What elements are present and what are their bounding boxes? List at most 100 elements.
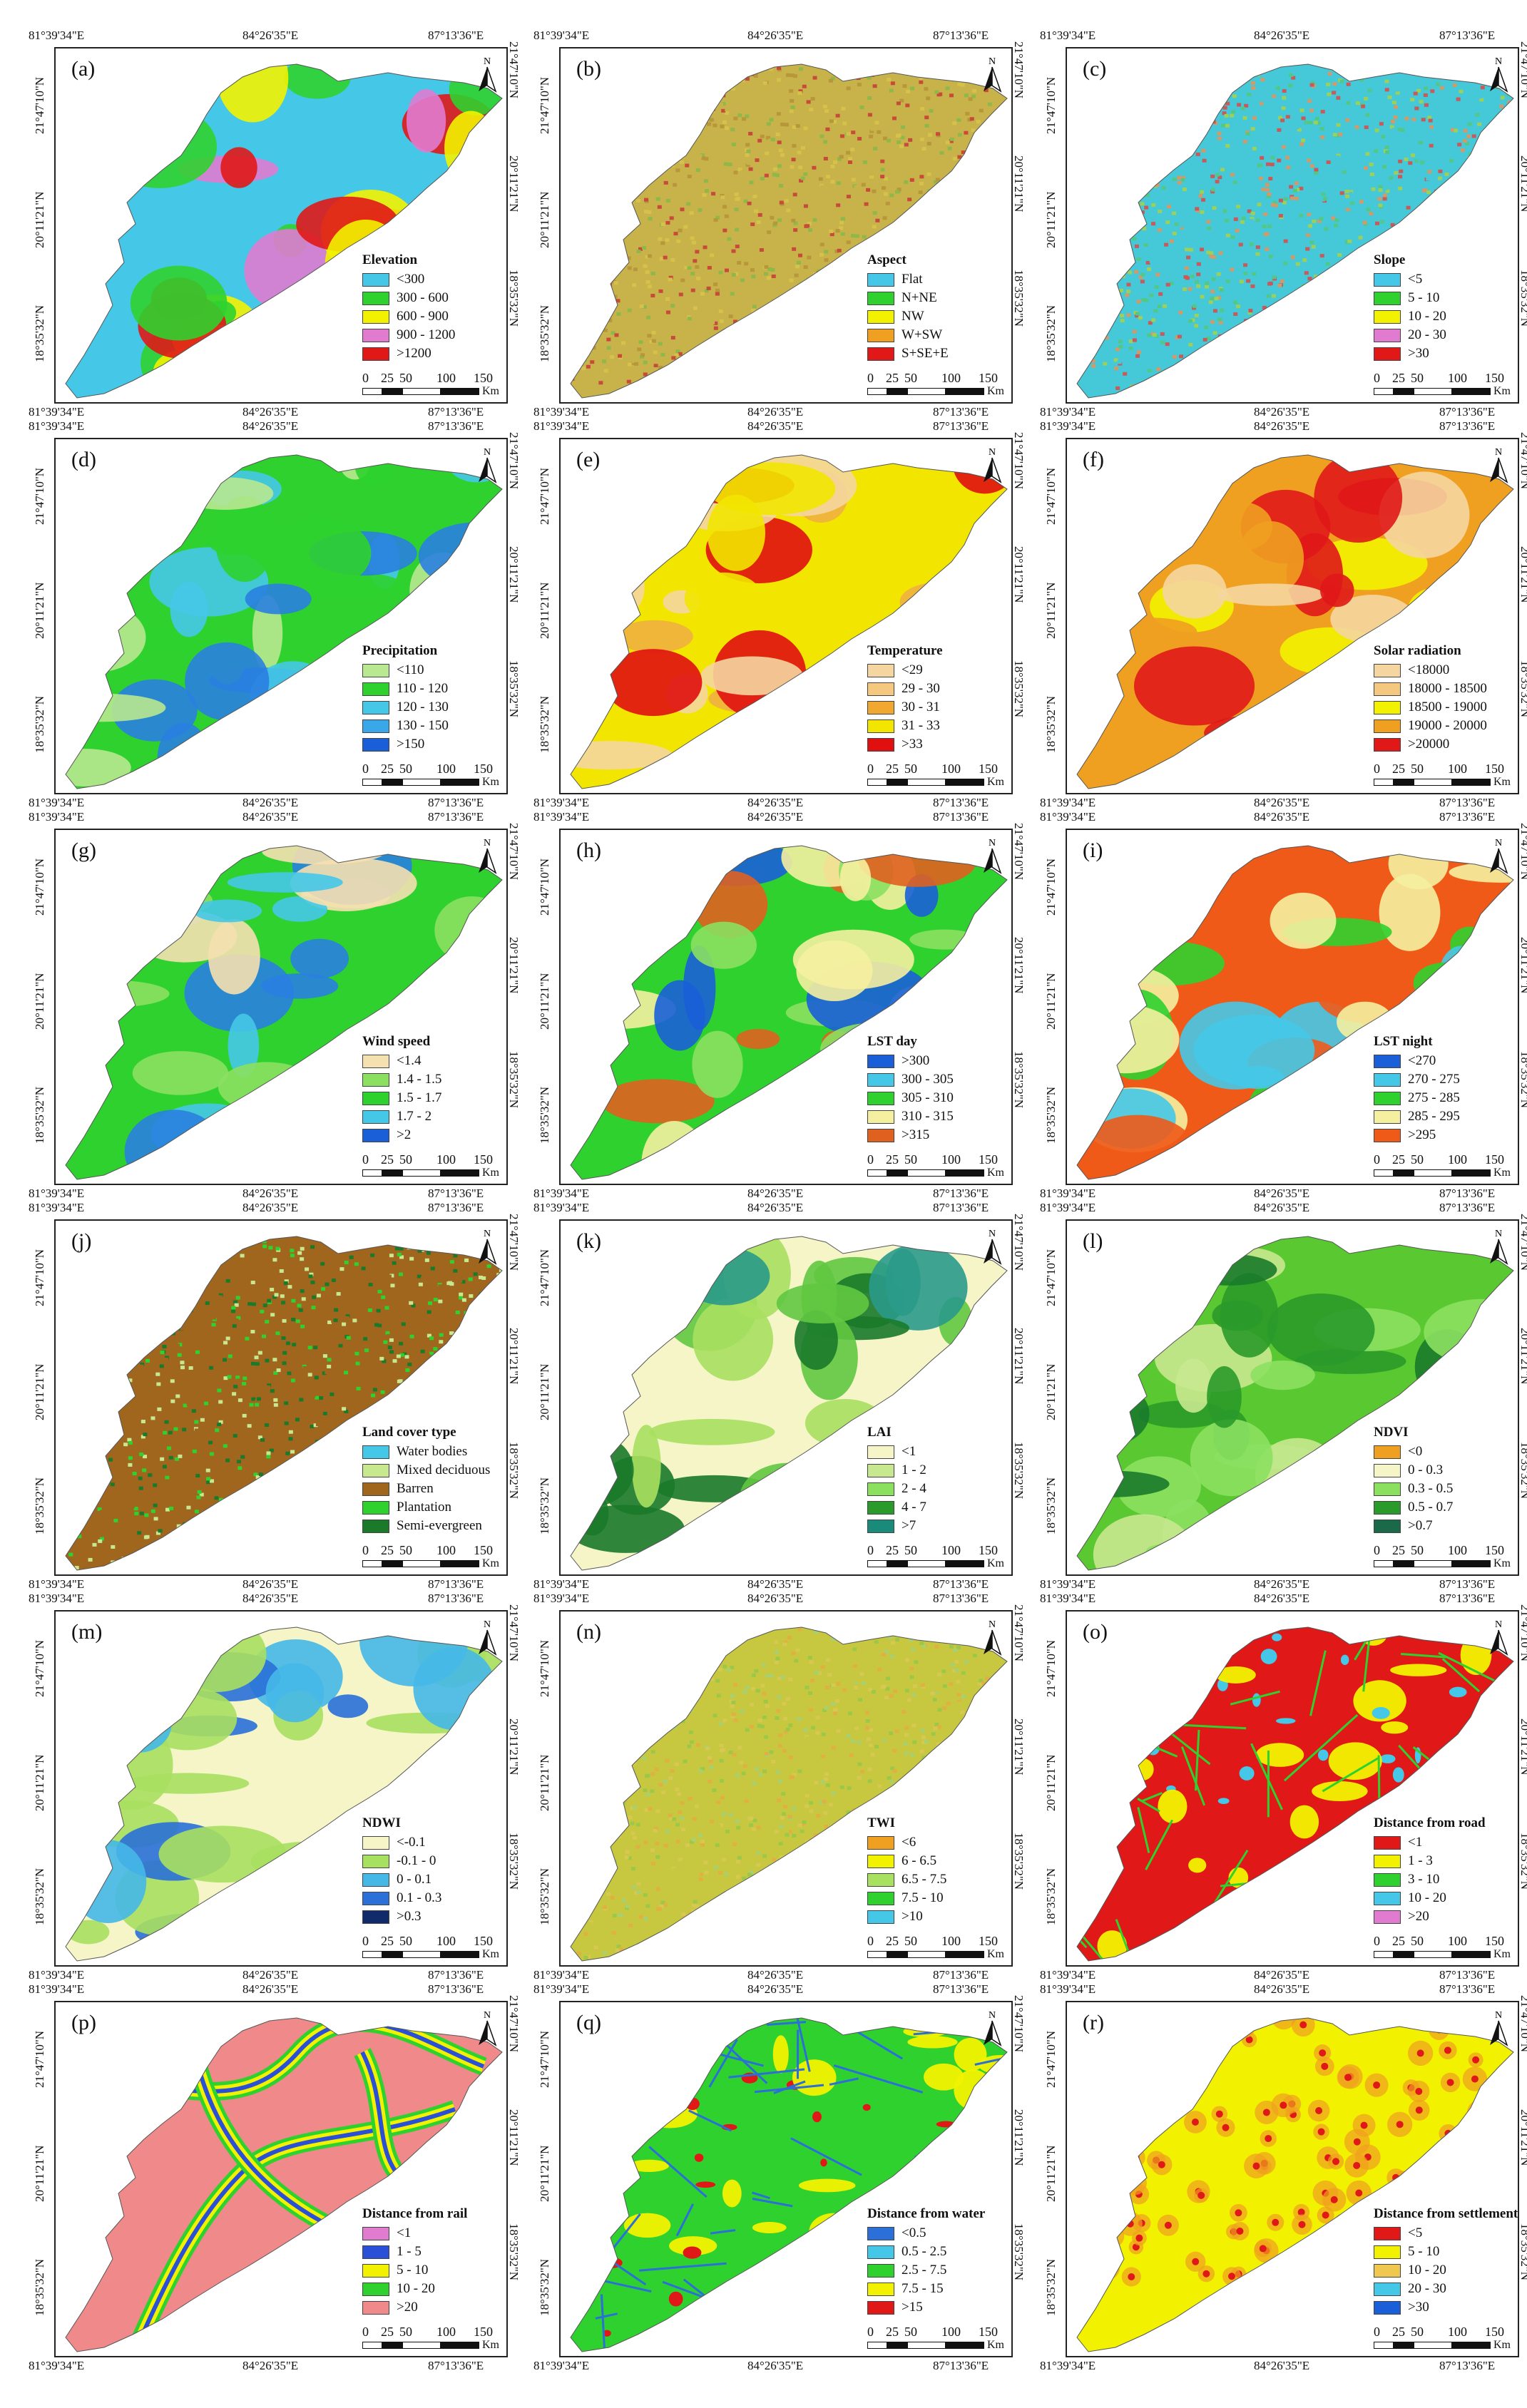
longitude-tick-label: 87°13'36"E <box>1439 405 1496 419</box>
legend-swatch <box>362 1891 389 1905</box>
scale-label: 100 <box>941 2325 961 2339</box>
scale-label: 0 <box>362 1934 369 1948</box>
longitude-tick-label: 81°39'34"E <box>29 1201 85 1214</box>
scale-segment <box>1394 779 1414 786</box>
legend-item: 110 - 120 <box>362 680 505 698</box>
legend-label: 7.5 - 15 <box>902 2281 944 2296</box>
scale-unit: Km <box>987 385 1004 397</box>
scale-segment <box>946 1560 984 1567</box>
legend-label: 1 - 5 <box>397 2244 422 2259</box>
legend-item: <0.5 <box>867 2224 1010 2243</box>
longitude-tick-label: 87°13'36"E <box>933 1201 989 1214</box>
legend-label: >150 <box>397 737 425 752</box>
scale-label: 50 <box>399 1543 412 1557</box>
scale-label: 0 <box>867 2325 874 2339</box>
legend-swatch <box>362 1054 389 1068</box>
latitude-tick-label: 21°47'10"N <box>538 1249 551 1306</box>
longitude-tick-label: 81°39'34"E <box>1040 1577 1096 1591</box>
scale-segment <box>1414 779 1452 786</box>
scale-label: 150 <box>1485 1543 1504 1557</box>
panel-letter: (h) <box>576 839 601 862</box>
scale-segment <box>907 779 946 786</box>
longitude-tick-label: 87°13'36"E <box>1439 1187 1496 1200</box>
legend-label: 110 - 120 <box>397 681 449 696</box>
scale-segment <box>1414 1560 1452 1567</box>
legend-label: 5 - 10 <box>1408 2244 1440 2259</box>
scale-segment <box>867 388 887 395</box>
scale-label: 25 <box>886 1934 899 1948</box>
legend-item: >20000 <box>1374 735 1516 754</box>
legend-label: 5 - 10 <box>1408 290 1440 305</box>
latitude-tick-label: 18°35'32"N <box>1012 1442 1026 1500</box>
legend-swatch <box>362 737 389 752</box>
scale-segment <box>382 1169 402 1177</box>
legend-item: 29 - 30 <box>867 680 1010 698</box>
longitude-tick-label: 87°13'36"E <box>1439 1577 1496 1591</box>
scale-unit: Km <box>482 776 499 788</box>
scale-segment <box>1414 388 1452 395</box>
legend-swatch <box>867 1110 894 1124</box>
legend-item: <6 <box>867 1833 1010 1852</box>
legend-item: 7.5 - 15 <box>867 2280 1010 2298</box>
scale-label: 150 <box>979 1152 998 1167</box>
legend-swatch <box>1374 328 1401 342</box>
latitude-tick-label: 21°47'10"N <box>1044 76 1058 134</box>
scale-label: 50 <box>1411 762 1424 776</box>
longitude-tick-label: 81°39'34"E <box>29 796 85 809</box>
north-label: N <box>484 447 491 458</box>
legend-swatch <box>867 1128 894 1142</box>
scale-label: 25 <box>886 1543 899 1557</box>
map-legend: Aspect Flat N+NE NW W+SW S+SE+E <box>867 252 1010 363</box>
scale-label: 25 <box>381 762 394 776</box>
legend-item: 10 - 20 <box>362 2280 505 2298</box>
latitude-tick-label: 20°11'21"N <box>538 191 551 248</box>
legend-swatch <box>867 1054 894 1068</box>
latitude-tick-label: 21°47'10"N <box>33 2030 46 2088</box>
longitude-tick-label: 81°39'34"E <box>533 1592 590 1605</box>
longitude-tick-label: 87°13'36"E <box>933 405 989 419</box>
longitude-tick-label: 84°26'35"E <box>242 2359 299 2372</box>
legend-label: <6 <box>902 1835 916 1850</box>
legend-swatch <box>867 1091 894 1105</box>
map-panel: 81°39'34"E 84°26'35"E 87°13'36"E 81°39'34"E… <box>1040 1981 1527 2372</box>
legend-title: Land cover type <box>362 1425 456 1440</box>
legend-item: 7.5 - 10 <box>867 1889 1010 1907</box>
longitude-tick-label: 81°39'34"E <box>533 419 590 433</box>
legend-label: 18500 - 19000 <box>1408 700 1487 714</box>
map-frame: (f) N Solar radiation <18000 18000 - 18500 18… <box>1066 438 1519 794</box>
map-panel: 81°39'34"E 84°26'35"E 87°13'36"E 81°39'34"E… <box>29 418 521 809</box>
scale-label: 150 <box>979 371 998 385</box>
scale-label: 150 <box>1485 1934 1504 1948</box>
longitude-tick-label: 84°26'35"E <box>242 1982 299 1996</box>
latitude-tick-label: 18°35'32"N <box>33 1868 46 1925</box>
scale-label: 25 <box>1392 762 1405 776</box>
legend-title: TWI <box>867 1815 896 1830</box>
odisha-map <box>570 2017 1008 2352</box>
panel-letter: (b) <box>576 57 601 81</box>
scale-bar: 0 25 50 100 150 Km <box>1374 371 1518 399</box>
legend-label: 0.5 - 2.5 <box>902 2244 947 2259</box>
legend-item: 10 - 20 <box>1374 307 1516 326</box>
scale-label: 50 <box>904 762 917 776</box>
legend-item: 18500 - 19000 <box>1374 698 1516 717</box>
longitude-tick-label: 87°13'36"E <box>1439 810 1496 824</box>
odisha-map <box>1076 2017 1514 2352</box>
legend-swatch <box>867 272 894 287</box>
legend-label: >300 <box>902 1053 930 1068</box>
north-arrow-icon: N <box>1486 836 1511 876</box>
scale-label: 25 <box>381 1543 394 1557</box>
scale-segment <box>1374 1560 1394 1567</box>
latitude-tick-label: 21°47'10"N <box>538 858 551 916</box>
scale-label: 150 <box>474 762 493 776</box>
legend-swatch <box>867 328 894 342</box>
legend-swatch <box>867 663 894 677</box>
legend-item: 20 - 30 <box>1374 2280 1516 2298</box>
scale-label: 25 <box>886 1152 899 1167</box>
legend-label: W+SW <box>902 327 943 342</box>
scale-label: 50 <box>904 2325 917 2339</box>
scale-unit: Km <box>1493 1948 1511 1960</box>
scale-bar: 0 25 50 100 150 Km <box>362 2325 506 2353</box>
latitude-tick-label: 18°35'32"N <box>1012 1833 1026 1890</box>
scale-segment <box>362 1169 382 1177</box>
legend-item: <-0.1 <box>362 1833 505 1852</box>
